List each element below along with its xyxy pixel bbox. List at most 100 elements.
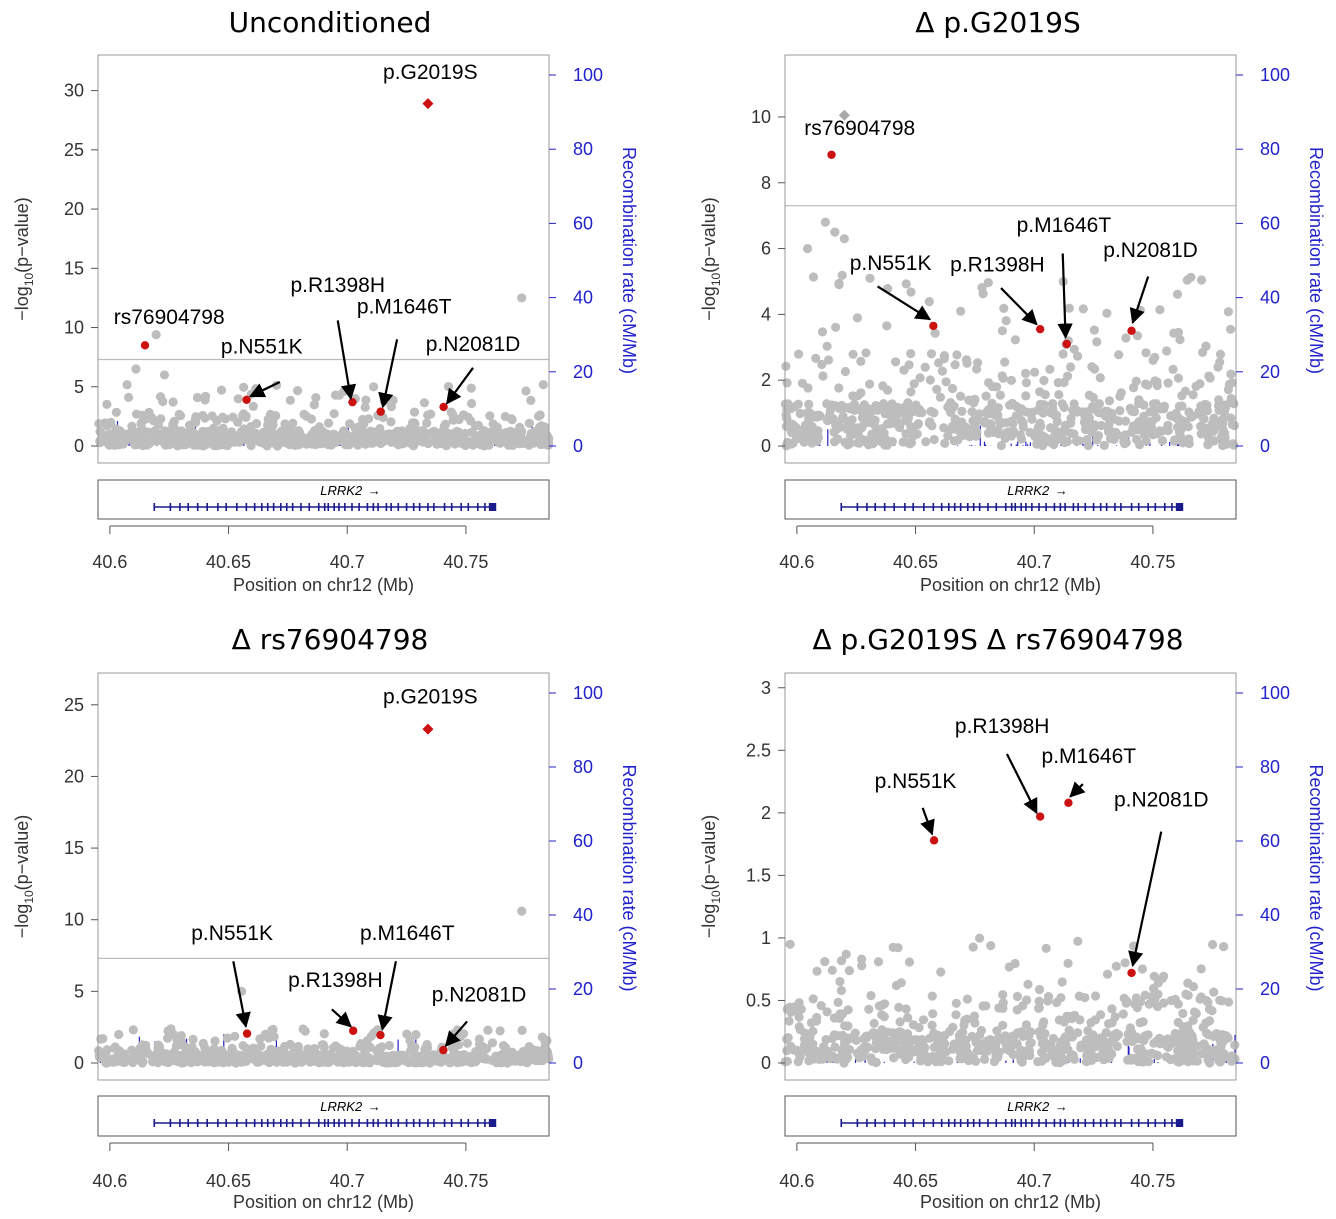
variant-arrow xyxy=(446,367,474,405)
y2-tick-label: 20 xyxy=(573,979,593,999)
snp-point xyxy=(1168,364,1178,374)
gene-exon xyxy=(953,1119,956,1127)
gene-exon xyxy=(338,1119,340,1127)
snp-point xyxy=(804,399,814,409)
snp-point xyxy=(1185,1038,1195,1048)
gene-exon xyxy=(169,503,172,511)
snp-point xyxy=(900,1037,910,1047)
gene-exon xyxy=(1053,1119,1056,1127)
gene-exon xyxy=(904,503,906,511)
snp-point xyxy=(847,415,857,425)
snp-point xyxy=(1073,351,1083,361)
gene-exon xyxy=(1014,1119,1017,1127)
snp-point xyxy=(883,385,893,395)
snp-point xyxy=(793,399,803,409)
variant-label: p.N551K xyxy=(221,336,303,359)
snp-point xyxy=(837,1049,847,1059)
snp-point xyxy=(857,961,867,971)
snp-point xyxy=(1030,367,1040,377)
snp-point xyxy=(517,293,527,303)
snp-point xyxy=(951,1010,961,1020)
snp-point xyxy=(1131,376,1141,386)
snp-point xyxy=(1038,1035,1048,1045)
snp-point xyxy=(901,429,911,439)
y-axis-label: −log10(p−value) xyxy=(12,815,36,938)
snp-point xyxy=(1220,433,1230,443)
snp-point xyxy=(528,1055,539,1065)
snp-point xyxy=(964,395,974,405)
snp-point xyxy=(889,1053,899,1063)
snp-point xyxy=(374,1043,384,1053)
snp-point xyxy=(857,413,867,423)
snp-point xyxy=(1099,440,1109,450)
snp-point xyxy=(1144,999,1154,1009)
snp-point xyxy=(1196,964,1206,974)
snp-point xyxy=(962,994,972,1004)
y-tick-label: 25 xyxy=(64,695,84,715)
x-tick-label: 40.6 xyxy=(92,552,127,572)
gene-exon xyxy=(840,1119,843,1127)
highlight-point xyxy=(242,1029,252,1038)
snp-point xyxy=(1083,440,1093,451)
snp-point xyxy=(462,1038,472,1048)
y-axis-label: −log10(p−value) xyxy=(12,197,36,320)
snp-point xyxy=(971,431,981,441)
gene-exon xyxy=(1114,503,1116,511)
snp-point xyxy=(505,1050,515,1060)
x-tick-label: 40.65 xyxy=(893,552,938,572)
snp-point xyxy=(159,370,170,380)
snp-point xyxy=(1044,992,1054,1002)
snp-point xyxy=(1173,1017,1183,1027)
snp-point xyxy=(98,1034,108,1044)
snp-point xyxy=(804,1030,814,1041)
snp-point xyxy=(215,440,225,450)
gene-exon xyxy=(1092,503,1095,511)
snp-point xyxy=(1006,375,1016,385)
snp-point xyxy=(293,440,303,450)
gene-exon xyxy=(236,503,238,511)
snp-point xyxy=(361,395,371,405)
snp-point xyxy=(802,243,813,254)
snp-point xyxy=(811,1016,822,1026)
snp-point xyxy=(1052,997,1062,1008)
snp-point xyxy=(1203,1055,1213,1065)
ylabel-part: −log xyxy=(12,286,32,321)
snp-point xyxy=(906,387,916,397)
snp-point xyxy=(181,438,191,448)
gene-exon xyxy=(1077,1119,1079,1127)
y-tick-label: 5 xyxy=(74,981,84,1001)
gene-name: LRRK2 xyxy=(1007,1099,1050,1114)
snp-point xyxy=(924,418,934,428)
gene-exon xyxy=(912,1119,914,1127)
y-tick-label: 1 xyxy=(761,928,771,948)
snp-point xyxy=(936,967,946,977)
gene-exon xyxy=(385,1119,388,1127)
index-variant-diamond xyxy=(838,109,850,121)
gene-exon xyxy=(1171,1119,1173,1127)
snp-point xyxy=(940,438,950,448)
gene-exon xyxy=(1130,1119,1133,1127)
y2-axis-label: Recombination rate (cM/Mb) xyxy=(619,764,639,991)
snp-point xyxy=(818,371,828,381)
y2-tick-label: 100 xyxy=(1260,683,1290,703)
y-tick-label: 20 xyxy=(64,199,84,219)
snp-point xyxy=(1196,275,1207,285)
snp-point xyxy=(373,1052,383,1062)
y-tick-label: 2.5 xyxy=(746,740,771,760)
snp-point xyxy=(1088,401,1098,412)
snp-point xyxy=(280,1041,290,1051)
snp-point xyxy=(206,1051,216,1061)
snp-point xyxy=(977,1045,987,1055)
gene-exon xyxy=(405,1119,408,1127)
snp-point xyxy=(207,432,217,442)
snp-point xyxy=(839,234,849,244)
snp-point xyxy=(364,414,374,424)
y2-tick-label: 40 xyxy=(573,288,593,308)
snp-point xyxy=(1176,415,1186,425)
gene-exon xyxy=(1045,1119,1047,1127)
y-tick-label: 25 xyxy=(64,140,84,160)
gene-exon xyxy=(959,1119,962,1127)
snp-point xyxy=(797,378,807,388)
gene-exon xyxy=(972,503,975,511)
gene-exon xyxy=(196,1119,199,1127)
